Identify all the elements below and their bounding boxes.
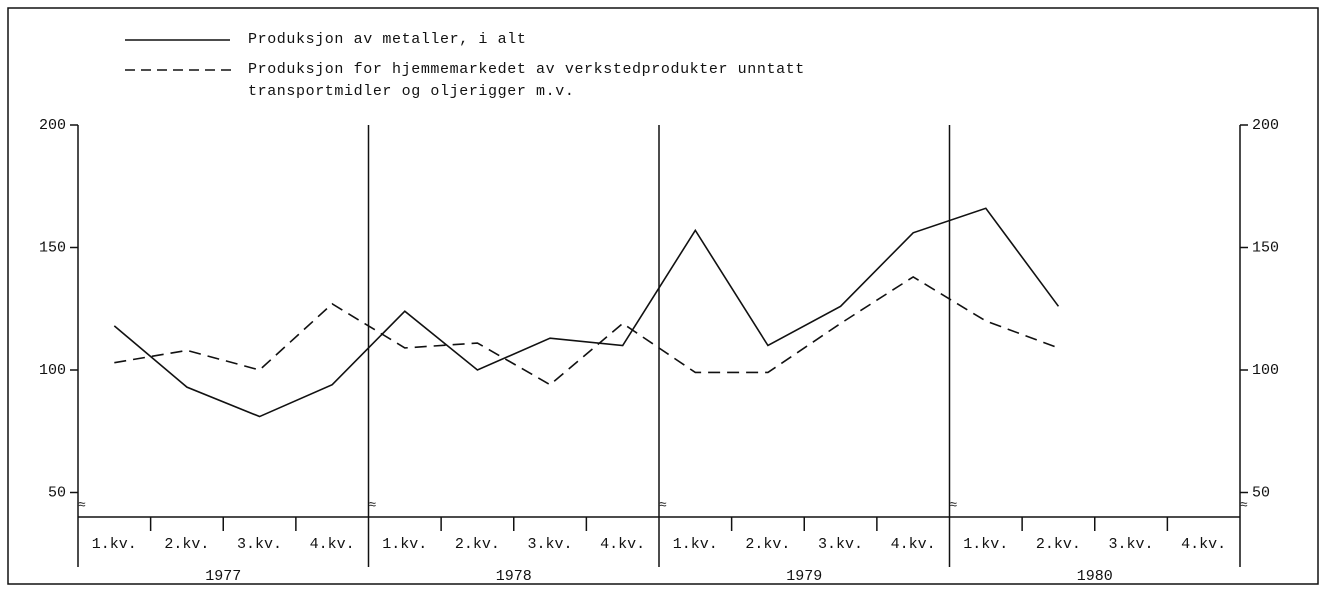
- x-tick-label: 1.kv.: [673, 536, 718, 553]
- year-label: 1979: [786, 568, 822, 585]
- axis-break: ≈: [659, 497, 667, 512]
- x-tick-label: 3.kv.: [818, 536, 863, 553]
- x-tick-label: 4.kv.: [600, 536, 645, 553]
- legend-label: Produksjon for hjemmemarkedet av verkste…: [248, 61, 805, 100]
- axis-break: ≈: [1240, 497, 1248, 512]
- x-tick-label: 2.kv.: [1036, 536, 1081, 553]
- year-label: 1978: [496, 568, 532, 585]
- x-tick-label: 4.kv.: [891, 536, 936, 553]
- y-tick-label: 50: [48, 484, 66, 501]
- year-label: 1977: [205, 568, 241, 585]
- y2-tick-label: 50: [1252, 484, 1270, 501]
- axis-break: ≈: [950, 497, 958, 512]
- y-tick-label: 200: [39, 117, 66, 134]
- y2-tick-label: 100: [1252, 362, 1279, 379]
- y-tick-label: 150: [39, 239, 66, 256]
- x-tick-label: 2.kv.: [455, 536, 500, 553]
- series-line: [114, 275, 1059, 386]
- x-tick-label: 2.kv.: [745, 536, 790, 553]
- x-tick-label: 3.kv.: [1109, 536, 1154, 553]
- x-tick-label: 1.kv.: [382, 536, 427, 553]
- x-tick-label: 1.kv.: [963, 536, 1008, 553]
- axis-break: ≈: [369, 497, 377, 512]
- y2-tick-label: 150: [1252, 239, 1279, 256]
- series-line: [113, 207, 1060, 418]
- x-tick-label: 2.kv.: [164, 536, 209, 553]
- y2-tick-label: 200: [1252, 117, 1279, 134]
- x-tick-label: 3.kv.: [237, 536, 282, 553]
- frame: [7, 7, 1319, 585]
- y-tick-label: 100: [39, 362, 66, 379]
- x-tick-label: 4.kv.: [310, 536, 355, 553]
- axis-break: ≈: [78, 497, 86, 512]
- x-tick-label: 4.kv.: [1181, 536, 1226, 553]
- x-tick-label: 3.kv.: [528, 536, 573, 553]
- year-label: 1980: [1077, 568, 1113, 585]
- x-tick-label: 1.kv.: [92, 536, 137, 553]
- legend-label: Produksjon av metaller, i alt: [248, 31, 527, 48]
